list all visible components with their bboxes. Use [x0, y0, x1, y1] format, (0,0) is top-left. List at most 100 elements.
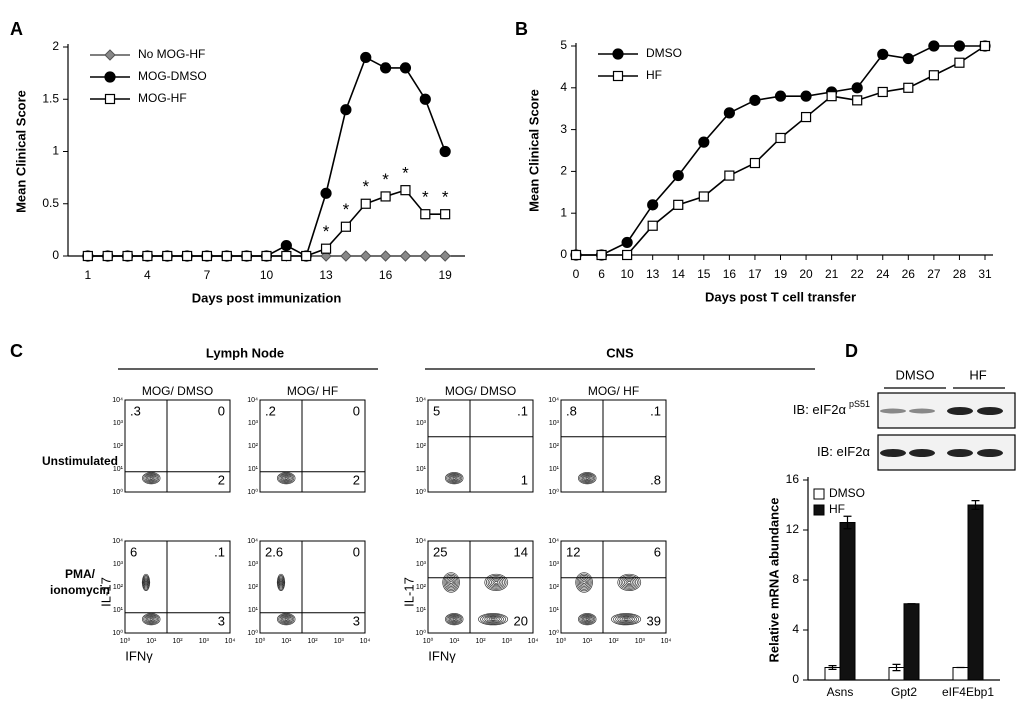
marker	[419, 250, 432, 262]
y-tick-label: 10²	[549, 584, 560, 591]
y-tick-label: 10⁰	[247, 629, 258, 637]
contour	[450, 475, 459, 481]
y-tick-label: 4	[560, 80, 567, 94]
contour	[492, 579, 500, 586]
y-tick-label: 10³	[416, 561, 427, 568]
contour	[446, 613, 463, 625]
legend-label: HF	[646, 68, 662, 82]
x-tick-label: 10²	[172, 638, 183, 645]
contour	[486, 575, 507, 590]
contour	[143, 613, 160, 625]
x-tick-label: Gpt2	[891, 685, 917, 699]
contour	[445, 613, 464, 626]
marker	[979, 40, 991, 52]
contour	[447, 473, 461, 483]
contour	[444, 575, 458, 590]
marker	[954, 57, 965, 68]
blot-band	[880, 449, 906, 457]
x-tick-label: 10¹	[146, 638, 157, 645]
contour	[620, 576, 638, 589]
y-axis-label: Relative mRNA abundance	[766, 498, 781, 663]
marker	[928, 70, 939, 81]
contour	[576, 573, 592, 592]
y-tick-label: 10²	[248, 443, 259, 450]
legend-marker	[612, 70, 624, 82]
contour	[450, 616, 459, 622]
contour	[482, 614, 504, 624]
y-tick-label: 10⁴	[548, 397, 559, 404]
marker	[280, 239, 292, 252]
x-tick-label: eIF4Ebp1	[942, 685, 994, 699]
marker	[596, 249, 607, 261]
x-axis-label: IFNγ	[125, 648, 153, 663]
legend-marker	[104, 71, 116, 83]
contour	[283, 476, 290, 481]
contour	[278, 577, 284, 588]
significance-mark: *	[343, 200, 350, 219]
x-tick-label: 10³	[502, 638, 513, 645]
marker	[621, 236, 633, 249]
panel-label: D	[845, 341, 858, 361]
marker	[852, 95, 863, 106]
contour	[487, 576, 505, 589]
marker	[241, 250, 252, 262]
quadrant-value: .8	[650, 472, 661, 487]
x-tick-label: 13	[646, 267, 660, 281]
marker	[360, 198, 371, 209]
contour	[145, 615, 157, 623]
marker	[749, 157, 761, 169]
x-tick-label: 0	[573, 267, 580, 281]
y-tick-label: 10⁴	[112, 397, 123, 404]
contour	[623, 618, 629, 621]
contour	[617, 615, 635, 623]
contour	[452, 618, 456, 621]
y-axis-label: IL-17	[98, 577, 113, 607]
significance-mark: *	[422, 188, 429, 207]
x-tick-label: 20	[799, 267, 813, 281]
contour	[579, 613, 596, 625]
y-tick-label: 0	[52, 248, 59, 262]
x-tick-label: 31	[978, 267, 992, 281]
y-tick-label: 10⁰	[112, 629, 123, 637]
x-tick-label: 10⁴	[225, 638, 236, 645]
contour	[277, 575, 285, 590]
x-tick-label: 14	[672, 267, 686, 281]
x-tick-label: 22	[851, 267, 865, 281]
marker	[902, 52, 914, 65]
marker	[647, 220, 658, 231]
x-tick-label: 10³	[635, 638, 646, 645]
x-tick-label: 10⁰	[423, 637, 434, 645]
quadrant-value: 0	[353, 403, 360, 418]
contour	[141, 573, 151, 591]
y-tick-label: 10²	[113, 584, 124, 591]
contour	[448, 615, 460, 623]
contour	[144, 473, 158, 483]
contour	[611, 613, 642, 626]
plot-frame	[259, 540, 366, 634]
marker	[82, 250, 93, 262]
contour	[142, 472, 161, 485]
panel-label: B	[515, 19, 528, 39]
contour	[282, 616, 291, 622]
blot-band	[909, 449, 935, 457]
y-axis-label: IL-17	[401, 577, 416, 607]
y-tick-label: 10³	[248, 561, 259, 568]
contour	[280, 474, 292, 482]
contour	[145, 580, 147, 584]
column-title: MOG/ DMSO	[445, 384, 516, 398]
y-tick-label: 10⁴	[415, 538, 426, 545]
series-line	[576, 45, 986, 256]
marker	[419, 93, 431, 105]
lane-label: DMSO	[896, 367, 935, 382]
marker	[399, 250, 412, 262]
x-tick-label: 16	[379, 268, 393, 282]
contour	[580, 614, 594, 624]
x-tick-label: 17	[748, 267, 762, 281]
y-tick-label: 10³	[549, 561, 560, 568]
blot-band	[977, 407, 1003, 415]
marker	[420, 209, 431, 220]
marker	[673, 199, 684, 210]
marker	[928, 40, 940, 52]
contour	[277, 613, 296, 626]
x-tick-label: 10²	[307, 638, 318, 645]
